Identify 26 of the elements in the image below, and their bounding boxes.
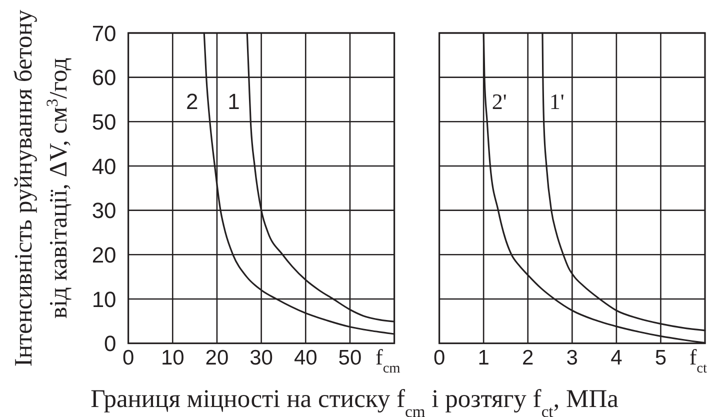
y-tick-label: 30 <box>92 198 116 224</box>
x-tick-label: 0 <box>122 346 134 370</box>
y-tick-label: 70 <box>92 20 116 46</box>
text: Границя міцності на стиску f$_{cm}$ і розтягу f$_{ct}$, МПа <box>90 384 618 417</box>
x-tick-label: 50 <box>338 346 362 370</box>
series-label: 2' <box>492 89 507 114</box>
y-tick-label: 10 <box>92 286 116 312</box>
x-tick-label: 10 <box>160 346 184 370</box>
y-tick-label: 40 <box>92 154 116 179</box>
y-tick-label: 20 <box>92 242 116 268</box>
x-tick-label: 40 <box>294 346 318 370</box>
y-tick-label: 60 <box>92 65 116 90</box>
x-tick-label: 30 <box>250 346 273 370</box>
x-tick-label: 0 <box>433 346 446 370</box>
x-tick-label: 4 <box>610 346 623 370</box>
x-tick-label: 5 <box>654 346 667 370</box>
x-tick-label: 3 <box>566 346 578 370</box>
x-tick-label: 2 <box>522 346 534 370</box>
x-tick-label: 1 <box>478 346 490 370</box>
series-label: 1' <box>549 89 564 114</box>
x-axis-title: f$_{cm}$ <box>376 344 400 376</box>
series-label: 2 <box>186 89 198 114</box>
x-axis-title: f$_{ct}$ <box>689 344 708 376</box>
x-tick-label: 20 <box>205 346 229 370</box>
y-tick-label: 50 <box>92 110 116 135</box>
series-label: 1 <box>228 89 240 114</box>
